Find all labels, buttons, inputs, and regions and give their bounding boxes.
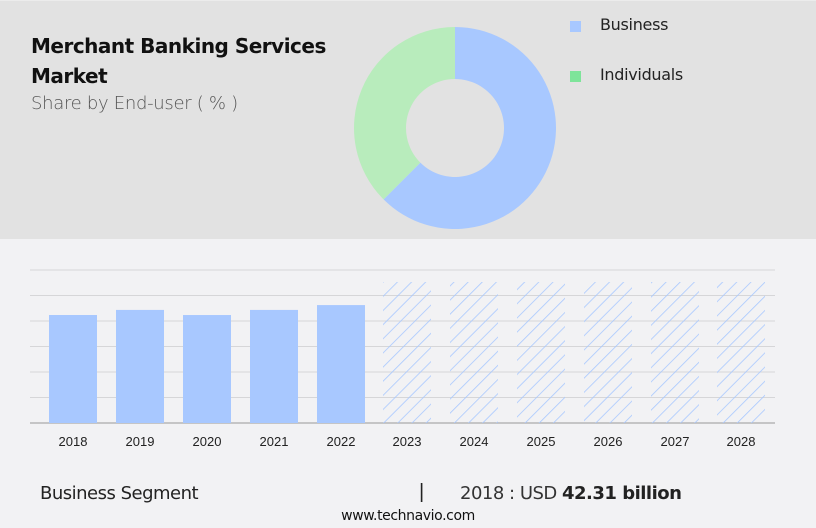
share-panel: Merchant Banking Services Market Share b… <box>0 0 816 239</box>
x-tick-label: 2021 <box>260 434 289 449</box>
legend-swatch-individuals <box>570 71 581 82</box>
bar-2023 <box>383 282 431 423</box>
bar-2018 <box>49 315 97 423</box>
bar-2019 <box>116 309 164 423</box>
x-tick-label: 2028 <box>727 434 756 449</box>
x-tick-label: 2018 <box>59 434 88 449</box>
segment-value: 2018 : USD 42.31 billion <box>460 483 682 504</box>
bar-2027 <box>651 282 699 423</box>
footer-divider: | <box>419 481 425 503</box>
legend-label: Business <box>600 15 669 34</box>
page-title: Merchant Banking Services Market <box>31 31 326 91</box>
bar-2028 <box>717 282 765 423</box>
x-tick-label: 2026 <box>594 434 623 449</box>
bar-2025 <box>517 282 565 423</box>
segment-label: Business Segment <box>40 483 199 504</box>
title-line-2: Market <box>31 64 108 88</box>
donut-slice-individuals <box>354 27 455 200</box>
x-tick-label: 2027 <box>661 434 690 449</box>
x-tick-label: 2024 <box>460 434 489 449</box>
donut-chart <box>340 1 580 229</box>
x-tick-label: 2019 <box>126 434 155 449</box>
bar-2020 <box>183 315 231 423</box>
bar-2022 <box>317 305 365 423</box>
x-tick-label: 2022 <box>327 434 356 449</box>
bar-chart: 2018 2019 2020 2021 2022 2023 2024 2025 2026 2027… <box>0 239 816 459</box>
x-tick-label: 2020 <box>193 434 222 449</box>
chart-subtitle: Share by End-user ( % ) <box>31 93 238 114</box>
source-url: www.technavio.com <box>341 508 475 524</box>
bar-2026 <box>584 282 632 423</box>
x-tick-label: 2023 <box>393 434 422 449</box>
x-tick-label: 2025 <box>527 434 556 449</box>
bar-2024 <box>450 282 498 423</box>
donut-slice-business <box>383 27 556 229</box>
bar-2021 <box>250 309 298 423</box>
legend-label: Individuals <box>600 65 683 84</box>
title-line-1: Merchant Banking Services <box>31 34 326 58</box>
value-amount: 42.31 billion <box>562 483 682 504</box>
value-prefix: 2018 : USD <box>460 483 562 504</box>
legend-swatch-business <box>570 21 581 32</box>
